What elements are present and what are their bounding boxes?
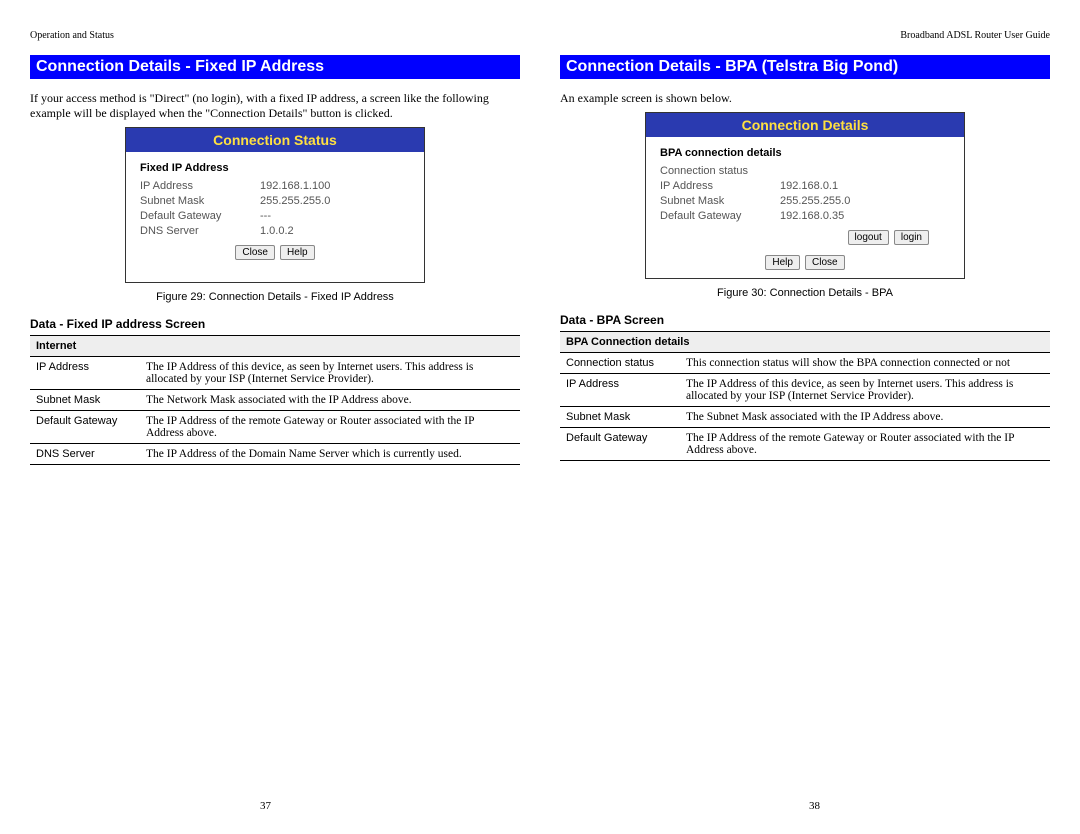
page-right: Broadband ADSL Router User Guide Connect…	[560, 30, 1050, 465]
intro-text-left: If your access method is "Direct" (no lo…	[30, 91, 520, 121]
close-button[interactable]: Close	[805, 255, 845, 270]
screenshot-fixed-ip: Connection Status Fixed IP Address IP Ad…	[125, 127, 425, 283]
kv-row: Default Gateway192.168.0.35	[660, 210, 950, 222]
logout-button[interactable]: logout	[848, 230, 889, 245]
section-banner-right: Connection Details - BPA (Telstra Big Po…	[560, 55, 1050, 79]
kv-row: IP Address192.168.0.1	[660, 180, 950, 192]
table-row: Subnet MaskThe Subnet Mask associated wi…	[560, 407, 1050, 428]
shot-subtitle-right: BPA connection details	[660, 147, 950, 159]
table-row: IP AddressThe IP Address of this device,…	[30, 357, 520, 390]
table-header-left: Internet	[30, 336, 520, 357]
kv-row: Default Gateway---	[140, 210, 410, 222]
help-button[interactable]: Help	[280, 245, 315, 260]
figure-caption-left: Figure 29: Connection Details - Fixed IP…	[30, 291, 520, 303]
figure-caption-right: Figure 30: Connection Details - BPA	[560, 287, 1050, 299]
data-heading-right: Data - BPA Screen	[560, 313, 1050, 327]
running-head-left: Operation and Status	[30, 30, 520, 41]
table-row: Subnet MaskThe Network Mask associated w…	[30, 390, 520, 411]
table-row: DNS ServerThe IP Address of the Domain N…	[30, 444, 520, 465]
table-row: Default GatewayThe IP Address of the rem…	[560, 428, 1050, 461]
intro-text-right: An example screen is shown below.	[560, 91, 1050, 106]
table-row: Default GatewayThe IP Address of the rem…	[30, 411, 520, 444]
shot-title-right: Connection Details	[646, 113, 964, 137]
kv-row: Subnet Mask255.255.255.0	[660, 195, 950, 207]
kv-row: DNS Server1.0.0.2	[140, 225, 410, 237]
kv-row: Connection status	[660, 165, 950, 177]
table-header-right: BPA Connection details	[560, 332, 1050, 353]
running-head-right: Broadband ADSL Router User Guide	[560, 30, 1050, 41]
login-button[interactable]: login	[894, 230, 929, 245]
close-button[interactable]: Close	[235, 245, 275, 260]
data-heading-left: Data - Fixed IP address Screen	[30, 317, 520, 331]
page-number-right: 38	[809, 800, 820, 812]
shot-subtitle-left: Fixed IP Address	[140, 162, 410, 174]
help-button[interactable]: Help	[765, 255, 800, 270]
table-row: IP AddressThe IP Address of this device,…	[560, 374, 1050, 407]
section-banner-left: Connection Details - Fixed IP Address	[30, 55, 520, 79]
kv-row: Subnet Mask255.255.255.0	[140, 195, 410, 207]
page-left: Operation and Status Connection Details …	[30, 30, 520, 465]
data-table-left: Internet IP AddressThe IP Address of thi…	[30, 335, 520, 465]
data-table-right: BPA Connection details Connection status…	[560, 331, 1050, 461]
page-number-left: 37	[260, 800, 271, 812]
kv-row: IP Address192.168.1.100	[140, 180, 410, 192]
shot-title-left: Connection Status	[126, 128, 424, 152]
screenshot-bpa: Connection Details BPA connection detail…	[645, 112, 965, 279]
table-row: Connection statusThis connection status …	[560, 353, 1050, 374]
